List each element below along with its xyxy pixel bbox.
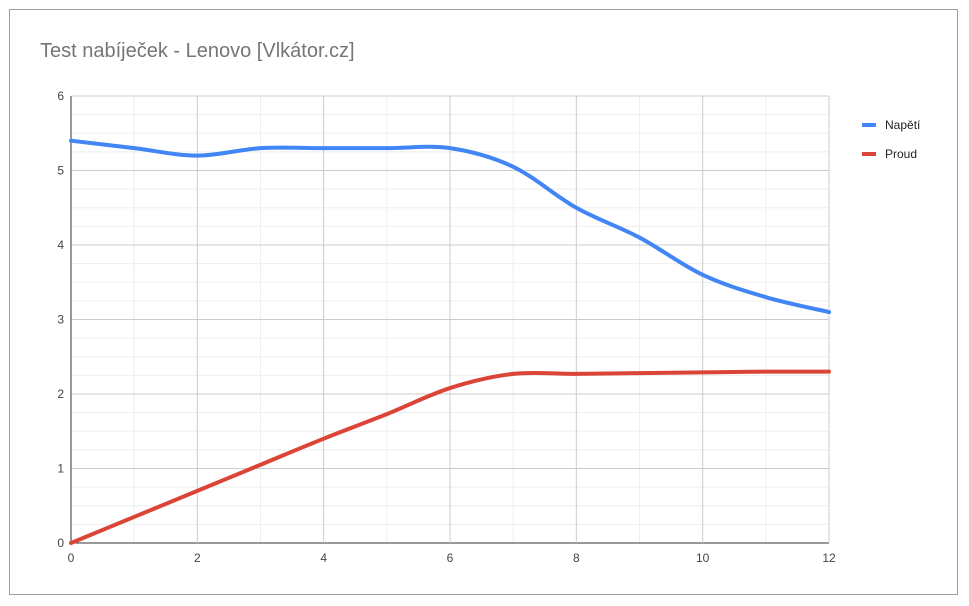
- y-tick-label: 1: [57, 462, 64, 476]
- legend-label: Napětí: [885, 118, 921, 132]
- x-tick-label: 2: [194, 551, 201, 565]
- series-line-proud: [69, 369, 831, 545]
- chart-title: Test nabíječek - Lenovo [Vlkátor.cz]: [40, 40, 355, 62]
- chart-frame: [9, 9, 958, 595]
- x-tick-label: 8: [573, 551, 580, 565]
- x-tick-label: 0: [68, 551, 75, 565]
- legend-label: Proud: [885, 147, 917, 161]
- x-tick-label: 10: [696, 551, 710, 565]
- series-line-napeti: [69, 138, 831, 315]
- y-tick-label: 4: [57, 238, 64, 252]
- y-tick-label: 3: [57, 313, 64, 327]
- x-tick-label: 6: [447, 551, 454, 565]
- y-tick-label: 0: [57, 536, 64, 550]
- y-tick-label: 2: [57, 387, 64, 401]
- y-tick-label: 5: [57, 164, 64, 178]
- y-tick-label: 6: [57, 89, 64, 103]
- x-tick-label: 12: [822, 551, 836, 565]
- x-tick-label: 4: [320, 551, 327, 565]
